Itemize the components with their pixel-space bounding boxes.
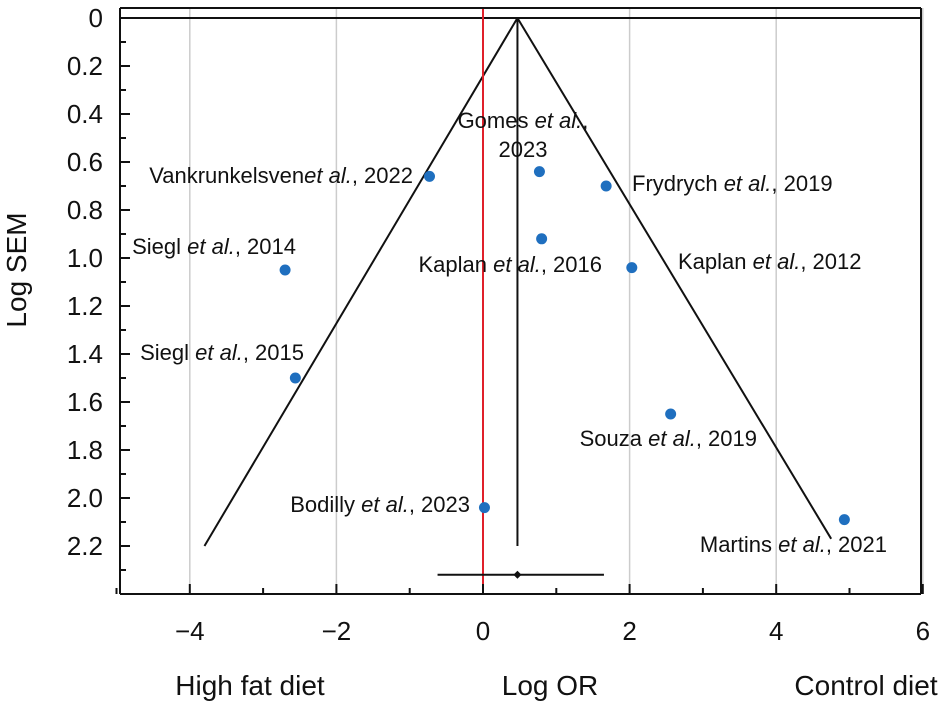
study-year: , 2021 [826, 532, 887, 557]
funnel-right-line [516, 17, 833, 540]
study-point [626, 262, 638, 274]
study-point [279, 264, 291, 276]
study-point [423, 170, 435, 182]
study-etal: et al. [304, 163, 352, 188]
study-author: Souza [580, 426, 649, 451]
y-tick-label: 0.4 [67, 99, 103, 129]
y-tick-label: 0 [89, 3, 103, 33]
study-author: Kaplan [419, 252, 494, 277]
study-label: Gomes et al., [458, 108, 589, 133]
study-point [533, 166, 545, 178]
study-etal: et al. [195, 340, 243, 365]
study-etal: et al. [724, 171, 772, 196]
study-point [478, 502, 490, 514]
study-etal: et al. [361, 492, 409, 517]
y-tick-label: 2.2 [67, 531, 103, 561]
study-year: , 2014 [235, 234, 296, 259]
y-tick-label: 2.0 [67, 483, 103, 513]
y-tick-label: 1.4 [67, 339, 103, 369]
study-etal: et al. [648, 426, 696, 451]
study-etal: et al. [187, 234, 235, 259]
study-point [289, 372, 301, 384]
study-year: , 2019 [696, 426, 757, 451]
funnel-lines [120, 17, 921, 547]
y-tick-label: 0.6 [67, 147, 103, 177]
x-tick-label: 0 [476, 616, 490, 646]
study-comma: , [582, 108, 588, 133]
y-tick-label: 1.0 [67, 243, 103, 273]
x-tick-label: 6 [916, 616, 930, 646]
study-point [838, 514, 850, 526]
study-author: Kaplan [678, 249, 753, 274]
study-year: , 2022 [352, 163, 413, 188]
y-axis-title: Log SEM [1, 212, 32, 327]
y-tick-label: 0.2 [67, 51, 103, 81]
study-label: Kaplan et al., 2016 [419, 252, 603, 277]
study-etal: et al. [753, 249, 801, 274]
funnel-left-line [203, 17, 519, 547]
study-points [279, 166, 850, 526]
x-axis-title: Log OR [502, 670, 599, 701]
study-author: Gomes [458, 108, 535, 133]
study-etal: et al. [778, 532, 826, 557]
study-point [536, 233, 548, 245]
study-label: Souza et al., 2019 [580, 426, 757, 451]
study-label: Vankrunkelsvenet al., 2022 [149, 163, 413, 188]
left-side-label: High fat diet [175, 670, 325, 701]
x-tick-label: 2 [622, 616, 636, 646]
y-tick-label: 1.8 [67, 435, 103, 465]
y-tick-label: 1.6 [67, 387, 103, 417]
y-tick-label: 1.2 [67, 291, 103, 321]
study-year: , 2019 [771, 171, 832, 196]
study-author: Frydrych [632, 171, 724, 196]
study-point [600, 180, 612, 192]
study-author: Bodilly [290, 492, 361, 517]
study-label: Bodilly et al., 2023 [290, 492, 470, 517]
study-year: , 2015 [243, 340, 304, 365]
study-label: Siegl et al., 2015 [140, 340, 304, 365]
study-author: Vankrunkelsven [149, 163, 304, 188]
study-label: Siegl et al., 2014 [132, 234, 296, 259]
study-etal: et al. [535, 108, 583, 133]
study-point [665, 408, 677, 420]
right-side-label: Control diet [794, 670, 937, 701]
x-tick-label: −2 [322, 616, 352, 646]
study-year: , 2016 [541, 252, 602, 277]
study-author: Siegl [140, 340, 195, 365]
study-year: , 2012 [800, 249, 861, 274]
study-label: Martins et al., 2021 [700, 532, 887, 557]
gridlines [189, 8, 924, 594]
x-tick-label: −4 [175, 616, 205, 646]
pooled-estimate [437, 570, 604, 579]
pooled-estimate-marker [513, 570, 522, 579]
study-etal: et al. [493, 252, 541, 277]
study-year: , 2023 [409, 492, 470, 517]
study-author: Siegl [132, 234, 187, 259]
study-label: Kaplan et al., 2012 [678, 249, 862, 274]
x-tick-label: 4 [769, 616, 783, 646]
study-label-year: 2023 [499, 137, 548, 162]
study-label: Frydrych et al., 2019 [632, 171, 833, 196]
y-tick-label: 0.8 [67, 195, 103, 225]
study-author: Martins [700, 532, 778, 557]
axes: 0 0.2 0.4 0.6 0.8 1.0 1.2 1.4 1.6 1.8 2.0 2.2 −4 −2 0 2… [67, 3, 930, 646]
